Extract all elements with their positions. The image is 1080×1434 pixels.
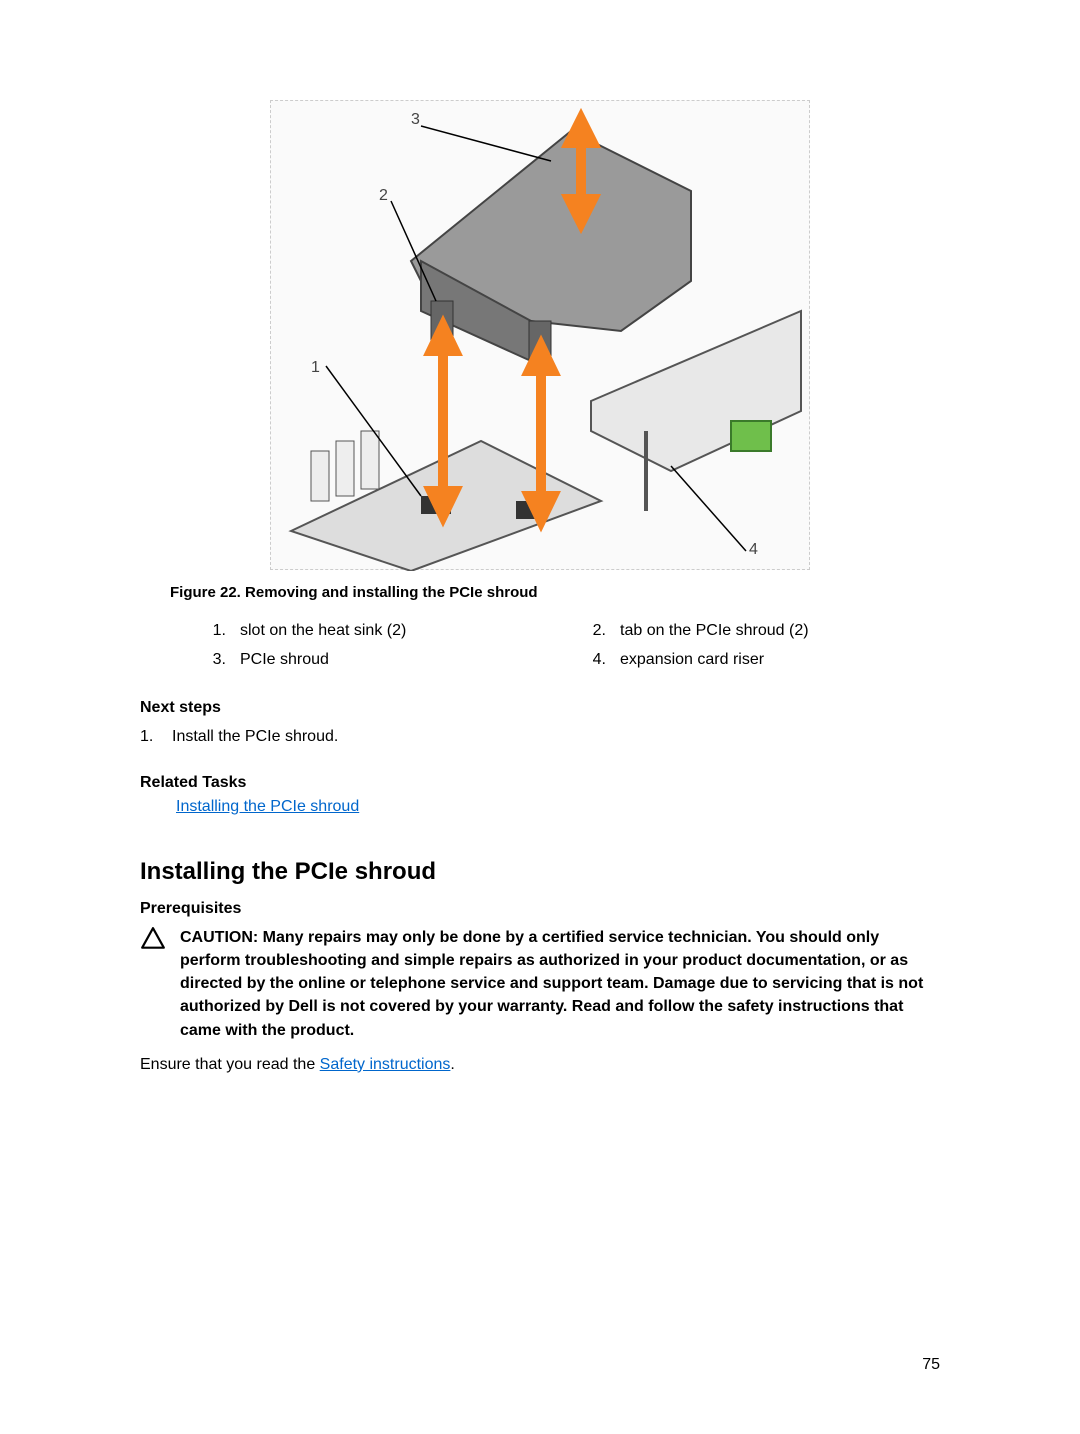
legend-item: 4. expansion card riser — [580, 646, 809, 675]
caution-text: CAUTION: Many repairs may only be done b… — [180, 926, 940, 1042]
next-steps-heading: Next steps — [140, 699, 940, 717]
prerequisites-heading: Prerequisites — [140, 900, 940, 918]
page-number: 75 — [922, 1356, 940, 1374]
figure-image: 1 2 3 4 — [270, 100, 810, 570]
legend-item: 2. tab on the PCIe shroud (2) — [580, 617, 809, 646]
safety-instructions-link[interactable]: Safety instructions — [320, 1056, 451, 1073]
figure-caption: Figure 22. Removing and installing the P… — [170, 584, 940, 601]
figure-block: 1 2 3 4 Figure 22. Removing and installi… — [140, 100, 940, 675]
next-steps-list: 1. Install the PCIe shroud. — [140, 723, 940, 750]
callout-3: 3 — [411, 111, 420, 129]
ensure-text: Ensure that you read the Safety instruct… — [140, 1056, 940, 1074]
callout-4: 4 — [749, 541, 758, 559]
related-task-link[interactable]: Installing the PCIe shroud — [176, 798, 359, 815]
callout-2: 2 — [379, 187, 388, 205]
caution-block: CAUTION: Many repairs may only be done b… — [140, 926, 940, 1042]
pcie-shroud-diagram — [271, 101, 811, 571]
caution-icon — [140, 926, 170, 1042]
legend-item: 1. slot on the heat sink (2) — [200, 617, 580, 646]
related-tasks-heading: Related Tasks — [140, 774, 940, 792]
legend-item: 3. PCIe shroud — [200, 646, 580, 675]
figure-legend: 1. slot on the heat sink (2) 3. PCIe shr… — [200, 617, 940, 675]
section-heading: Installing the PCIe shroud — [140, 858, 940, 886]
callout-1: 1 — [311, 359, 320, 377]
